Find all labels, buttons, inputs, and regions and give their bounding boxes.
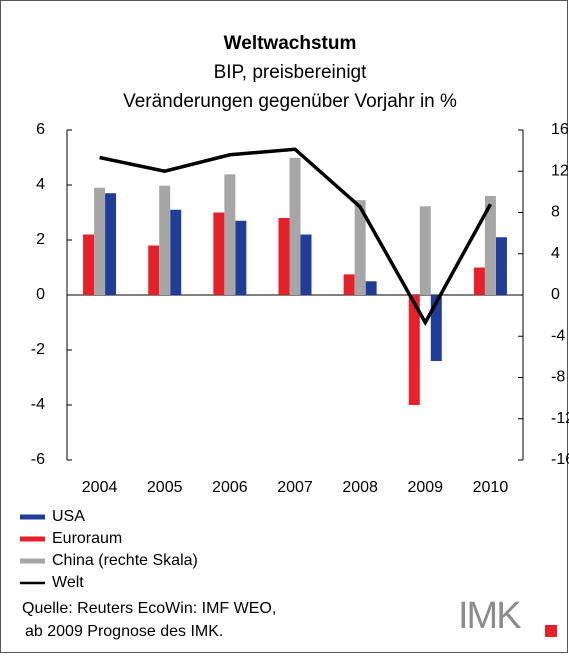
x-tick-label: 2009 xyxy=(407,479,443,496)
bar xyxy=(224,174,236,295)
chart-subtitle: Veränderungen gegenüber Vorjahr in % xyxy=(123,91,457,112)
source: ab 2009 Prognose des IMK. xyxy=(25,623,223,640)
bar xyxy=(473,267,485,295)
y2-tick-label: -4 xyxy=(551,327,565,344)
x-tick-label: 2008 xyxy=(342,479,378,496)
bar xyxy=(278,218,290,295)
bar xyxy=(94,187,106,295)
logo: IMK xyxy=(458,595,521,637)
x-tick-label: 2004 xyxy=(82,479,118,496)
chart-title: Weltwachstum xyxy=(224,33,357,54)
bar xyxy=(105,193,117,295)
y-tick-label: 4 xyxy=(36,176,45,193)
line xyxy=(99,147,492,327)
bar xyxy=(289,157,301,295)
bar xyxy=(495,237,507,295)
x-tick-label: 2005 xyxy=(147,479,183,496)
y2-tick-label: 12 xyxy=(551,162,569,179)
chart-subtitle: BIP, preisbereinigt xyxy=(214,62,368,83)
bar xyxy=(354,200,366,295)
y2-tick-label: -16 xyxy=(551,451,569,468)
bar xyxy=(430,295,442,361)
legend-label: China (rechte Skala) xyxy=(52,552,198,569)
x-tick-label: 2010 xyxy=(473,479,509,496)
bar xyxy=(419,206,431,295)
y2-tick-label: 8 xyxy=(551,204,560,221)
x-tick-label: 2007 xyxy=(277,479,313,496)
bar xyxy=(83,234,95,295)
logo-square xyxy=(545,625,557,637)
y2-tick-label: -12 xyxy=(551,410,569,427)
bar xyxy=(170,209,182,295)
y2-tick-label: -8 xyxy=(551,369,565,386)
y-tick-label: 0 xyxy=(36,286,45,303)
bar xyxy=(365,281,377,295)
legend-label: Welt xyxy=(52,574,84,591)
y-tick-label: -6 xyxy=(31,451,45,468)
bar xyxy=(159,185,171,295)
bar xyxy=(148,245,160,295)
bar xyxy=(213,212,225,295)
y2-tick-label: 0 xyxy=(551,286,560,303)
legend-label: USA xyxy=(52,508,85,525)
y-tick-label: -4 xyxy=(31,396,45,413)
bar xyxy=(484,196,496,295)
y2-tick-label: 16 xyxy=(551,121,569,138)
y2-tick-label: 4 xyxy=(551,245,560,262)
legend-label: Euroraum xyxy=(52,530,122,547)
y-tick-label: -2 xyxy=(31,341,45,358)
y-tick-label: 6 xyxy=(36,121,45,138)
y-tick-label: 2 xyxy=(36,231,45,248)
x-tick-label: 2006 xyxy=(212,479,248,496)
bar xyxy=(408,295,420,405)
bar xyxy=(343,274,355,295)
bar xyxy=(300,234,312,295)
bar xyxy=(235,220,247,295)
source: Quelle: Reuters EcoWin: IMF WEO, xyxy=(22,600,276,617)
